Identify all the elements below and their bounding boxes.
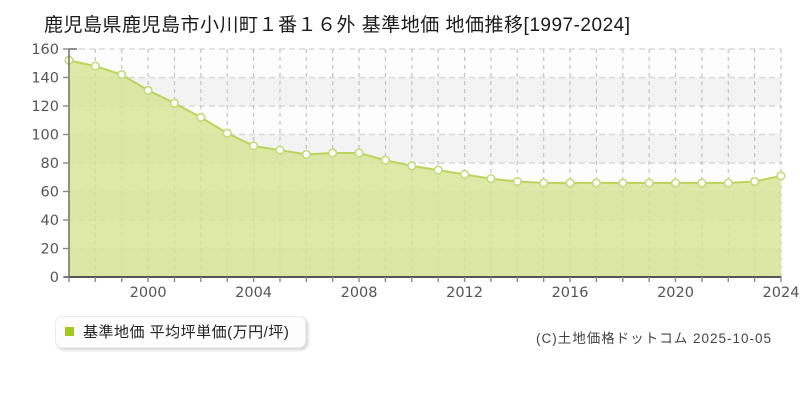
data-point xyxy=(301,149,311,160)
data-point xyxy=(565,178,575,188)
data-point xyxy=(723,178,733,188)
data-point xyxy=(90,61,100,71)
data-point xyxy=(539,178,549,188)
data-point xyxy=(591,178,602,188)
x-axis-tick-label: 2008 xyxy=(341,285,378,301)
data-point xyxy=(248,141,259,151)
legend-label: 基準地価 平均坪単価(万円/坪) xyxy=(83,324,290,341)
copyright-text: (C)土地価格ドットコム 2025-10-05 xyxy=(535,331,772,346)
area-series xyxy=(68,59,782,278)
data-point xyxy=(618,178,628,188)
y-axis-tick-label: 20 xyxy=(41,242,59,258)
data-point xyxy=(512,176,522,187)
axes xyxy=(63,48,782,282)
x-axis-tick-label: 2024 xyxy=(763,285,800,301)
data-point xyxy=(328,148,338,158)
y-axis-tick-label: 140 xyxy=(31,71,59,87)
data-point xyxy=(169,98,180,108)
y-axis-tick-label: 40 xyxy=(41,213,59,229)
y-axis-tick-label: 160 xyxy=(31,42,59,58)
data-point xyxy=(222,128,232,138)
y-axis-tick-label: 60 xyxy=(41,185,59,201)
x-axis-tick-label: 2016 xyxy=(552,285,589,301)
data-point xyxy=(776,171,786,181)
data-point xyxy=(644,178,654,188)
x-axis-tick-label: 2000 xyxy=(130,285,167,301)
data-points xyxy=(64,55,786,188)
data-point xyxy=(196,112,206,122)
data-point xyxy=(670,178,681,188)
page-title: 鹿児島県鹿児島市小川町１番１６外 基準地価 地価推移[1997-2024] xyxy=(44,15,631,36)
y-axis-tick-label: 100 xyxy=(31,128,59,144)
data-point xyxy=(433,165,443,175)
y-axis-tick-label: 80 xyxy=(41,156,59,172)
x-axis-tick-label: 2012 xyxy=(446,285,483,301)
data-point xyxy=(117,70,127,80)
data-point xyxy=(486,174,496,184)
y-axis-tick-label: 120 xyxy=(31,99,59,115)
data-point xyxy=(143,85,153,95)
data-point xyxy=(380,155,391,165)
data-point xyxy=(354,148,364,158)
axis-labels: 0 20 40 60 80 100 120 140 160 2000 2004 2008 2012 201… xyxy=(31,42,799,301)
data-point xyxy=(459,169,470,179)
data-point xyxy=(750,176,760,187)
x-axis-tick-label: 2004 xyxy=(235,285,272,301)
legend: 基準地価 平均坪単価(万円/坪) xyxy=(55,316,307,348)
data-point xyxy=(275,145,285,155)
data-point xyxy=(407,161,417,171)
x-axis-tick-label: 2020 xyxy=(657,285,694,301)
series-line xyxy=(68,59,782,184)
legend-marker-icon xyxy=(65,327,74,336)
y-axis-tick-label: 0 xyxy=(50,270,59,286)
data-point xyxy=(697,178,707,188)
